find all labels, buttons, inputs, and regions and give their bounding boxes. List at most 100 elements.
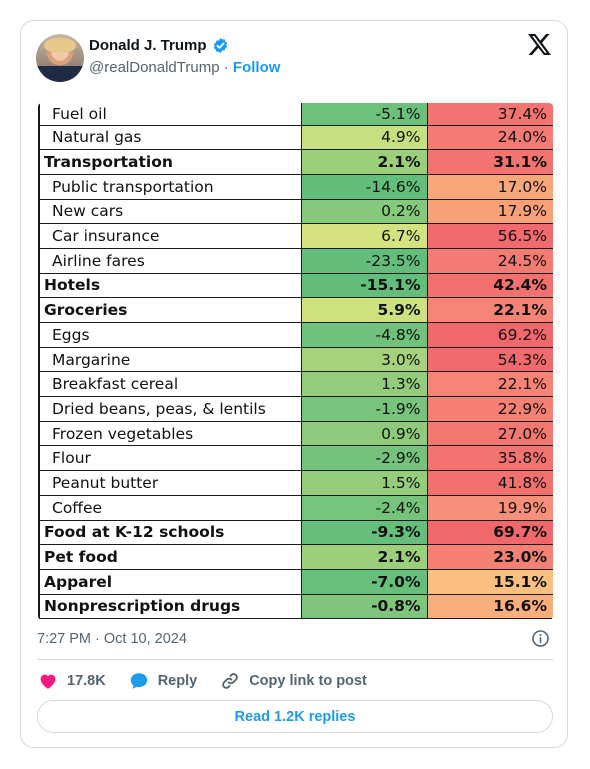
row-label: Car insurance [38, 223, 302, 249]
verified-badge-icon [213, 38, 227, 53]
change-cell-col1: -2.9% [301, 445, 428, 472]
row-label: Pet food [38, 544, 302, 570]
change-cell-col2: 24.5% [427, 248, 553, 274]
table-row: Fuel oil -5.1% 37.4% [38, 103, 553, 126]
change-cell-col1: -2.4% [301, 495, 428, 521]
change-cell-col2: 23.0% [427, 544, 553, 570]
inflation-table-image: Fuel oil -5.1% 37.4% Natural gas 4.9% 24.0% Tr… [38, 103, 553, 620]
row-label: Frozen vegetables [38, 421, 302, 447]
change-cell-col1: 4.9% [301, 125, 428, 151]
change-cell-col2: 31.1% [427, 149, 553, 175]
author-name[interactable]: Donald J. Trump [89, 37, 207, 54]
row-label: Coffee [38, 495, 302, 521]
info-icon[interactable] [531, 629, 550, 648]
change-cell-col1: -1.9% [301, 396, 428, 422]
row-label: Groceries [38, 297, 302, 323]
row-label: Fuel oil [38, 103, 302, 126]
action-bar: 17.8K Reply Copy link to post [37, 670, 389, 692]
table-row: Airline fares -23.5% 24.5% [38, 248, 553, 274]
row-label: Eggs [38, 322, 302, 348]
row-label: Food at K-12 schools [38, 520, 302, 546]
change-cell-col2: 27.0% [427, 421, 553, 447]
table-row: Public transportation -14.6% 17.0% [38, 174, 553, 200]
table-row: Natural gas 4.9% 24.0% [38, 125, 553, 151]
table-row: Groceries 5.9% 22.1% [38, 297, 553, 323]
change-cell-col1: 1.5% [301, 470, 428, 496]
table-row: Apparel -7.0% 15.1% [38, 569, 553, 595]
change-cell-col2: 54.3% [427, 347, 553, 373]
change-cell-col2: 37.4% [427, 103, 553, 126]
divider [37, 659, 553, 660]
row-label: New cars [38, 199, 302, 225]
row-label: Natural gas [38, 125, 302, 151]
change-cell-col2: 16.6% [427, 594, 553, 620]
change-cell-col1: 3.0% [301, 347, 428, 373]
like-count: 17.8K [67, 673, 106, 689]
change-cell-col1: -9.3% [301, 520, 428, 546]
copy-link-label: Copy link to post [249, 673, 367, 689]
row-label: Nonprescription drugs [38, 594, 302, 620]
row-label: Peanut butter [38, 470, 302, 496]
row-label: Breakfast cereal [38, 371, 302, 398]
author-handle[interactable]: @realDonaldTrump [89, 59, 220, 76]
change-cell-col2: 22.1% [427, 371, 553, 398]
author-name-row[interactable]: Donald J. Trump [89, 37, 229, 54]
change-cell-col1: 5.9% [301, 297, 428, 323]
avatar[interactable] [36, 34, 84, 82]
read-replies-button[interactable]: Read 1.2K replies [37, 700, 553, 733]
tweet-timestamp[interactable]: 7:27 PM · Oct 10, 2024 [37, 631, 187, 647]
change-cell-col1: 2.1% [301, 149, 428, 175]
row-label: Hotels [38, 273, 302, 299]
table-row: Frozen vegetables 0.9% 27.0% [38, 421, 553, 447]
reply-label: Reply [157, 673, 198, 689]
table-row: Food at K-12 schools -9.3% 69.7% [38, 520, 553, 546]
table-row: Dried beans, peas, & lentils -1.9% 22.9% [38, 396, 553, 422]
change-cell-col1: 2.1% [301, 544, 428, 570]
row-label: Margarine [38, 347, 302, 373]
change-cell-col1: -23.5% [301, 248, 428, 274]
change-cell-col1: 0.9% [301, 421, 428, 447]
table-row: Flour -2.9% 35.8% [38, 445, 553, 472]
change-cell-col2: 15.1% [427, 569, 553, 595]
row-label: Apparel [38, 569, 302, 595]
row-label: Airline fares [38, 248, 302, 274]
change-cell-col1: 1.3% [301, 371, 428, 398]
like-button[interactable]: 17.8K [37, 670, 106, 692]
author-handle-line: @realDonaldTrump · Follow [89, 59, 280, 76]
change-cell-col2: 22.1% [427, 297, 553, 323]
reply-button[interactable]: Reply [128, 670, 198, 692]
separator-dot: · [223, 59, 229, 76]
price-change-table: Fuel oil -5.1% 37.4% Natural gas 4.9% 24.0% Tr… [38, 103, 553, 620]
table-row: Margarine 3.0% 54.3% [38, 347, 553, 373]
row-label: Public transportation [38, 174, 302, 200]
row-label: Dried beans, peas, & lentils [38, 396, 302, 422]
change-cell-col2: 69.2% [427, 322, 553, 348]
copy-link-button[interactable]: Copy link to post [219, 670, 367, 692]
x-logo-icon[interactable] [528, 34, 551, 55]
change-cell-col2: 35.8% [427, 445, 553, 472]
change-cell-col1: -5.1% [301, 103, 428, 126]
table-row: Nonprescription drugs -0.8% 16.6% [38, 594, 553, 620]
change-cell-col2: 56.5% [427, 223, 553, 249]
table-row: Pet food 2.1% 23.0% [38, 544, 553, 570]
table-row: New cars 0.2% 17.9% [38, 199, 553, 225]
table-row: Coffee -2.4% 19.9% [38, 495, 553, 521]
change-cell-col1: 0.2% [301, 199, 428, 225]
table-row: Transportation 2.1% 31.1% [38, 149, 553, 175]
change-cell-col2: 19.9% [427, 495, 553, 521]
change-cell-col1: -15.1% [301, 273, 428, 299]
change-cell-col2: 17.0% [427, 174, 553, 200]
row-label: Flour [38, 445, 302, 472]
table-row: Car insurance 6.7% 56.5% [38, 223, 553, 249]
change-cell-col1: -0.8% [301, 594, 428, 620]
change-cell-col1: -14.6% [301, 174, 428, 200]
link-icon [222, 673, 239, 689]
change-cell-col2: 24.0% [427, 125, 553, 151]
reply-bubble-icon [130, 673, 147, 689]
table-row: Hotels -15.1% 42.4% [38, 273, 553, 299]
change-cell-col2: 17.9% [427, 199, 553, 225]
follow-button[interactable]: Follow [232, 59, 281, 76]
change-cell-col2: 41.8% [427, 470, 553, 496]
row-label: Transportation [38, 149, 302, 175]
change-cell-col1: -7.0% [301, 569, 428, 595]
